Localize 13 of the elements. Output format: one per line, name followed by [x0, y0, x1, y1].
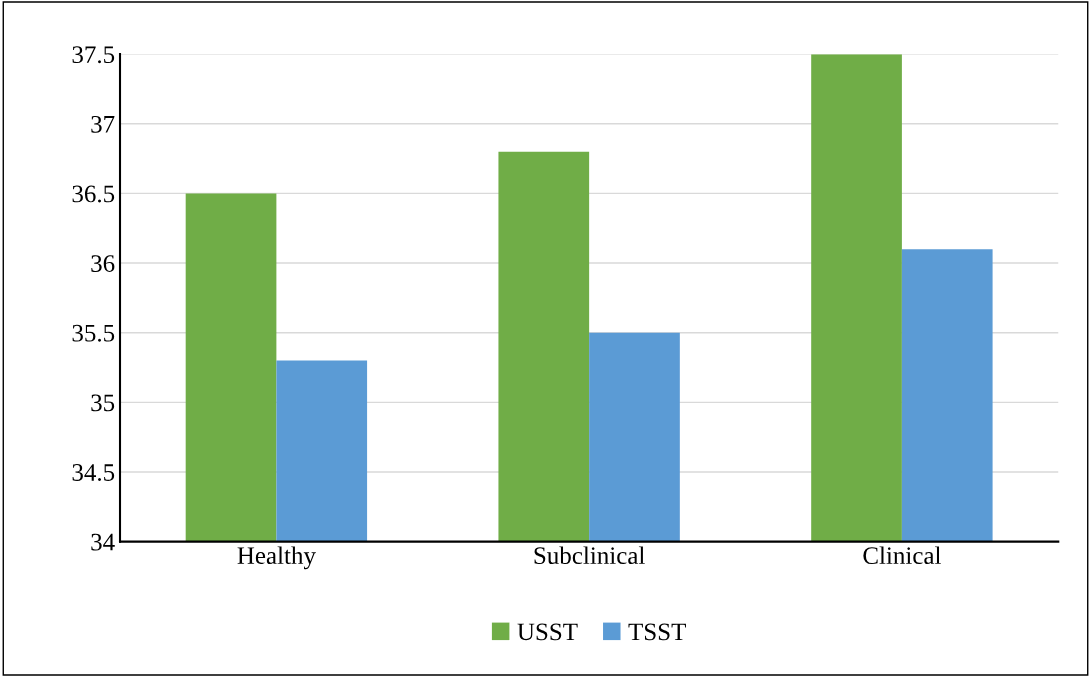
x-tick-label: Healthy [237, 546, 316, 570]
y-tick-label: 35 [91, 394, 115, 412]
legend-label: TSST [628, 623, 686, 641]
y-tick-label: 37.5 [72, 46, 115, 64]
x-tick-label: Clinical [863, 546, 941, 565]
y-tick-label: 34 [91, 533, 115, 551]
y-tick-label: 37 [91, 115, 115, 133]
legend-label: USST [517, 623, 578, 641]
x-tick-label: Subclinical [534, 546, 645, 565]
y-tick-label: 36.5 [72, 185, 115, 203]
y-tick-label: 34.5 [72, 464, 115, 481]
y-tick-label: 36 [91, 255, 115, 272]
y-tick-label: 35.5 [72, 324, 115, 342]
